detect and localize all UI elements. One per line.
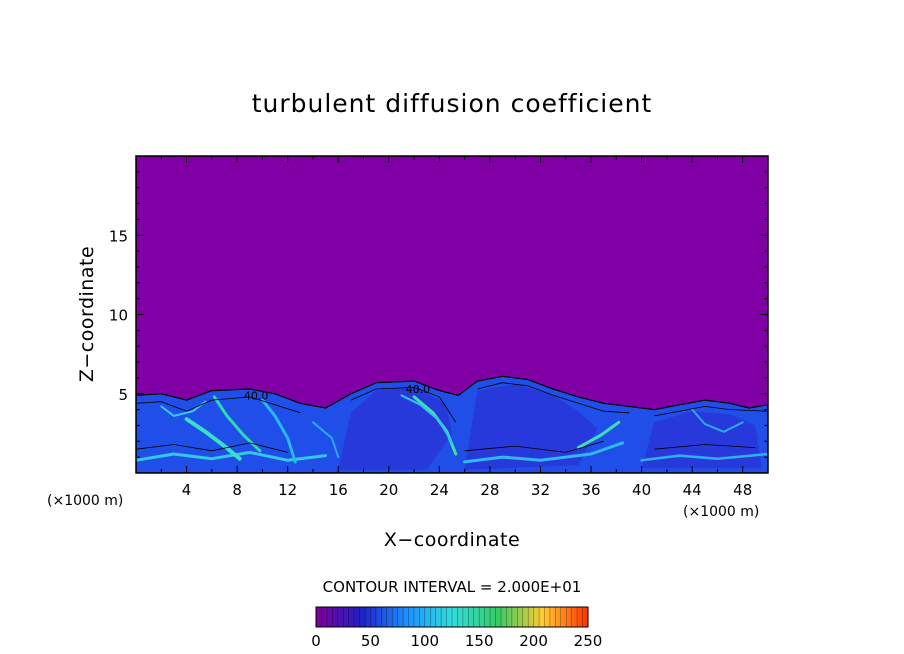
colorbar-tick-label: 150 [465,632,494,650]
filament [463,441,625,464]
x-tick-label: 16 [329,481,348,499]
eddy-blob [641,411,762,469]
filament [691,408,744,433]
x-tick-label: 4 [182,481,192,499]
x-unit-right: (×1000 m) [683,504,759,520]
filament [576,420,621,450]
filament [260,398,297,464]
filament [184,417,242,461]
x-tick-label: 44 [683,481,702,499]
y-axis-label: Z−coordinate [76,246,98,382]
contour-line [477,382,630,414]
colorbar: 0 50 100 150 200 250 [311,606,602,650]
contour-line [136,396,301,414]
colorbar-tick-label: 100 [410,632,439,650]
colorbar-tick-label: 50 [361,632,380,650]
eddy-blob [464,384,598,470]
colorbar-tick-label: 0 [311,632,321,650]
contour-interval-text: CONTOUR INTERVAL = 2.000E+01 [323,578,582,596]
contour-line [654,405,768,417]
turbulent-field [136,375,768,473]
x-tick-label: 48 [733,481,752,499]
x-tick-label: 24 [430,481,449,499]
x-tick-label: 36 [581,481,600,499]
x-tick-label: 12 [278,481,297,499]
contour-labels: 40.0 40.0 [244,383,430,402]
y-tick-label: 15 [109,227,128,245]
colorbar-tick-label: 250 [574,632,603,650]
filament [400,394,453,444]
x-axis-ticks: 4 8 12 16 20 24 28 32 36 40 44 48 [160,156,752,499]
contour-label: 40.0 [244,389,269,402]
x-unit-left: (×1000 m) [47,493,123,509]
filament [640,452,768,462]
x-axis-label: X−coordinate [384,529,520,551]
filament [212,395,262,453]
contour-label: 40.0 [406,383,431,396]
x-tick-label: 8 [232,481,242,499]
x-tick-label: 40 [632,481,651,499]
x-tick-label: 32 [531,481,550,499]
chart-title: turbulent diffusion coefficient [252,89,653,118]
colorbar-stripes [315,607,589,627]
x-tick-label: 28 [480,481,499,499]
contour-line [136,442,288,453]
y-tick-label: 5 [118,386,128,404]
contour-line [464,440,604,453]
colorbar-tick-label: 200 [519,632,548,650]
colorbar-frame [315,606,589,628]
filament [160,400,207,417]
y-axis-ticks: 5 10 15 [109,171,768,458]
filament [312,421,340,459]
contour-line [654,444,756,450]
y-tick-label: 10 [109,307,128,325]
colorbar-ticks: 0 50 100 150 200 250 [311,632,602,650]
x-tick-label: 20 [379,481,398,499]
contour-line [350,386,457,423]
